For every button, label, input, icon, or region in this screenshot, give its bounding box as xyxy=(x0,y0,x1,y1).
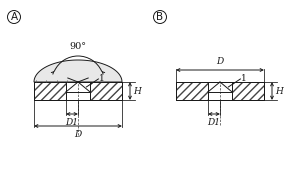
Bar xyxy=(232,82,264,100)
Text: 1: 1 xyxy=(99,74,105,83)
Bar xyxy=(176,82,208,100)
Text: D: D xyxy=(216,57,224,66)
Text: D1: D1 xyxy=(208,118,220,127)
Bar xyxy=(90,82,122,100)
Text: D: D xyxy=(74,130,82,139)
Bar xyxy=(34,82,122,100)
Bar xyxy=(176,82,208,99)
Text: 90°: 90° xyxy=(70,42,86,51)
Bar xyxy=(208,82,232,100)
Text: H: H xyxy=(275,87,283,96)
Text: H: H xyxy=(133,87,141,96)
Bar xyxy=(91,82,122,99)
Bar xyxy=(34,82,66,100)
Bar xyxy=(66,82,90,100)
Text: D1: D1 xyxy=(65,118,79,127)
Polygon shape xyxy=(34,60,122,82)
Text: 1: 1 xyxy=(242,74,247,83)
Text: A: A xyxy=(11,12,18,22)
Text: B: B xyxy=(156,12,164,22)
Bar xyxy=(34,82,65,99)
Bar xyxy=(232,82,263,99)
Bar xyxy=(176,82,264,100)
